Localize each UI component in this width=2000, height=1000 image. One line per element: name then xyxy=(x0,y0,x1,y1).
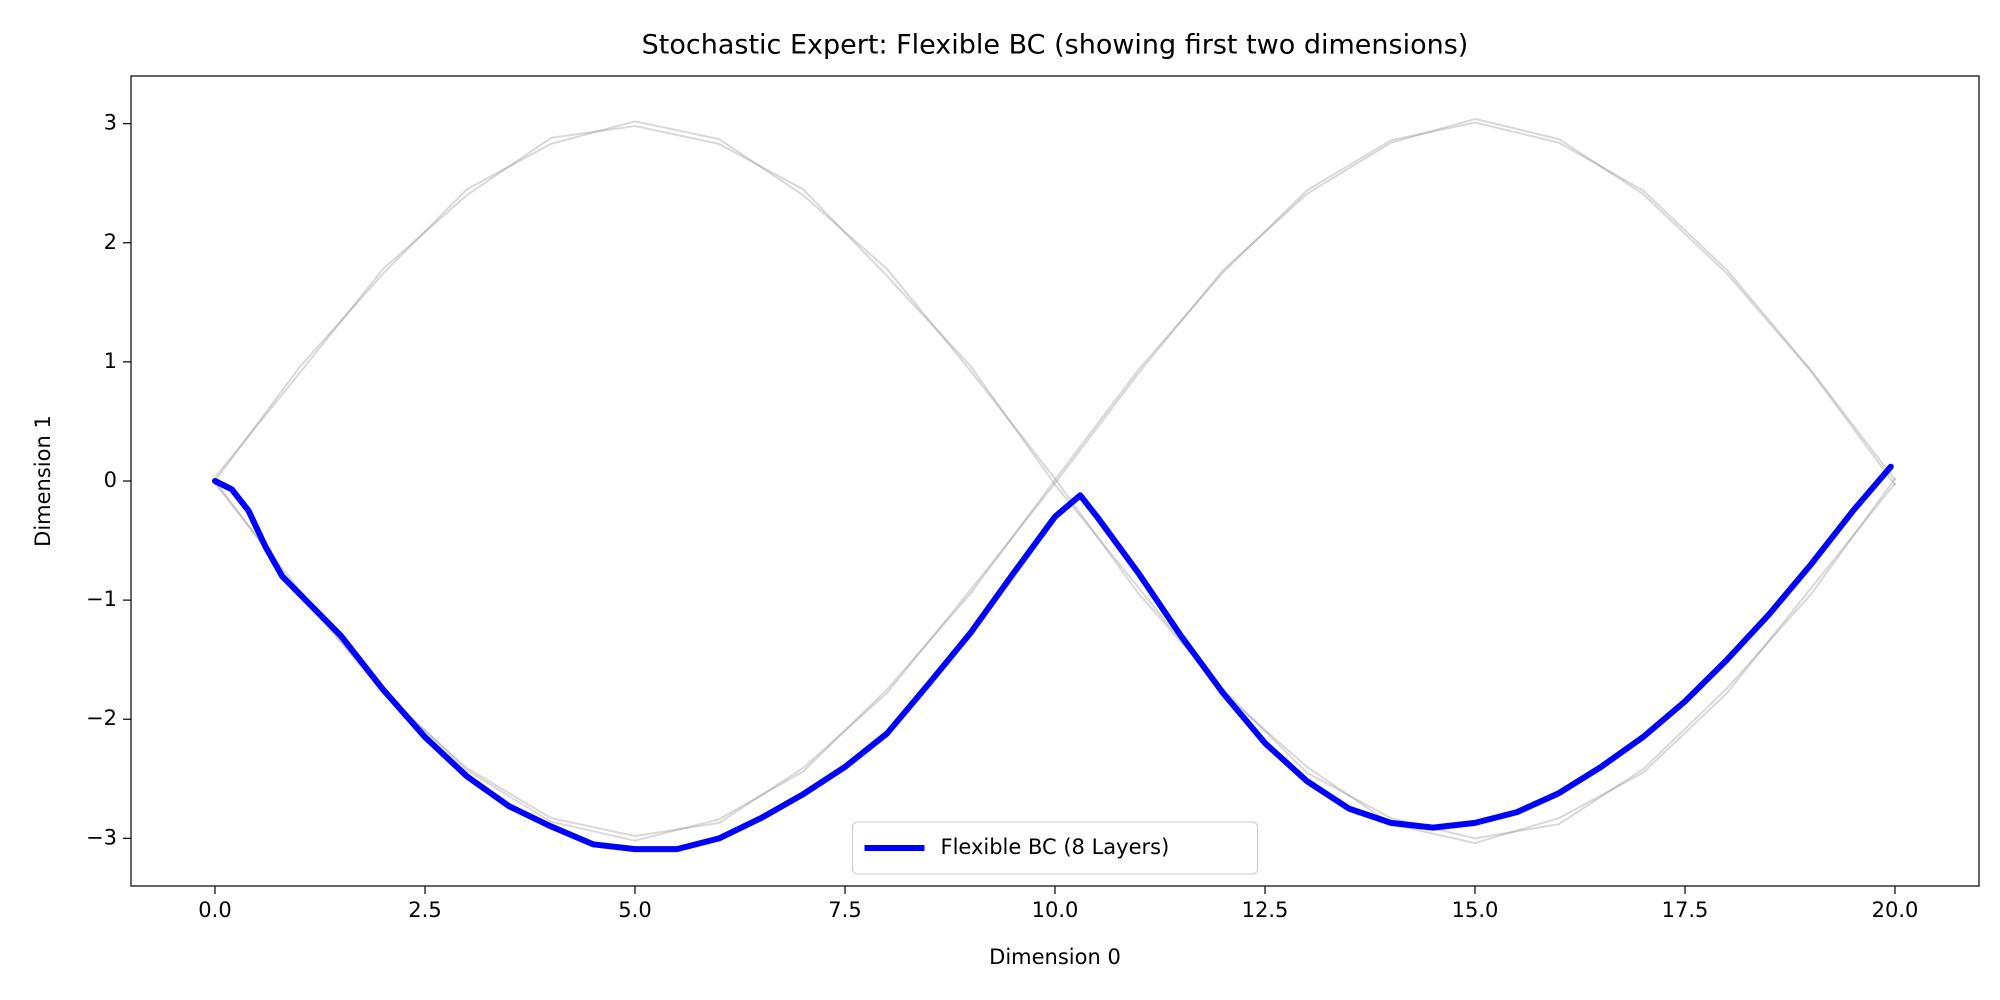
y-tick-label: −2 xyxy=(86,706,117,730)
y-tick-label: −1 xyxy=(86,587,117,611)
series-line xyxy=(214,120,1896,840)
series-line xyxy=(212,463,1894,853)
x-tick-label: 15.0 xyxy=(1452,898,1499,922)
y-tick-label: 2 xyxy=(104,230,117,254)
legend-label: Flexible BC (8 Layers) xyxy=(941,835,1170,859)
x-tick-label: 5.0 xyxy=(618,898,651,922)
series-line xyxy=(214,117,1896,837)
series-line xyxy=(214,125,1896,845)
plot-area xyxy=(212,117,1896,853)
x-axis-label: Dimension 0 xyxy=(989,945,1121,969)
y-tick-label: 0 xyxy=(104,468,117,492)
x-tick-label: 0.0 xyxy=(198,898,231,922)
x-tick-label: 10.0 xyxy=(1032,898,1079,922)
x-tick-label: 7.5 xyxy=(828,898,861,922)
y-axis-label: Dimension 1 xyxy=(31,415,55,547)
y-tick-label: −3 xyxy=(86,825,117,849)
axes-frame xyxy=(130,75,1980,887)
series-line xyxy=(214,121,1896,842)
y-tick-label: 1 xyxy=(104,349,117,373)
y-tick-label: 3 xyxy=(104,111,117,135)
x-tick-label: 2.5 xyxy=(408,898,441,922)
x-tick-label: 12.5 xyxy=(1242,898,1289,922)
x-tick-label: 17.5 xyxy=(1662,898,1709,922)
x-tick-label: 20.0 xyxy=(1872,898,1919,922)
chart-title: Stochastic Expert: Flexible BC (showing … xyxy=(642,30,1469,61)
legend-box xyxy=(852,821,1258,875)
